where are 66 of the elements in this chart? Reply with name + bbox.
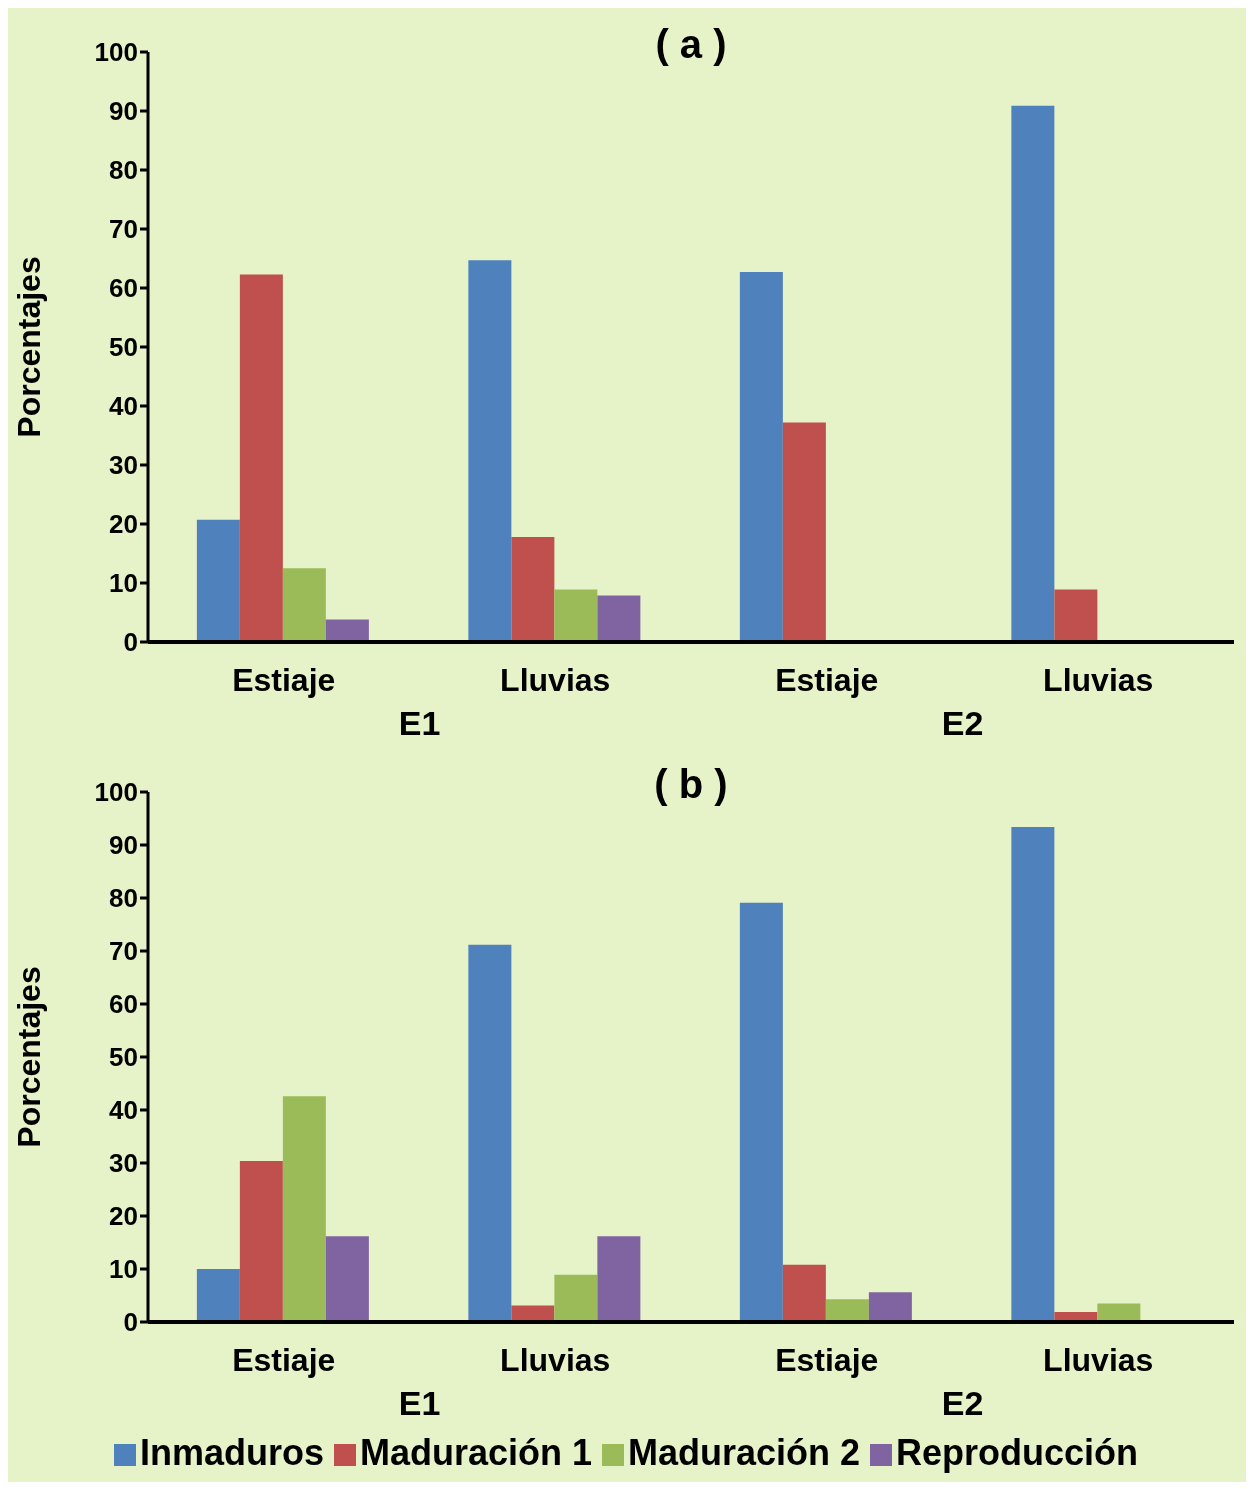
x-tick-label: Estiaje — [232, 661, 336, 698]
text: E1 — [397, 1384, 442, 1423]
y-tick-label: 40 — [109, 391, 138, 422]
bar — [1097, 1303, 1141, 1322]
bar — [239, 1160, 283, 1322]
x-tick-label: Lluvias — [1043, 1341, 1154, 1378]
chart-title: ( a ) — [654, 22, 728, 67]
y-tick-label: 30 — [109, 450, 138, 481]
x-tick-label: Estiaje — [232, 1341, 336, 1378]
bar — [825, 1299, 869, 1322]
bar — [597, 595, 641, 642]
y-tick-label: 10 — [109, 1254, 138, 1285]
bar — [325, 1236, 369, 1322]
bar — [511, 536, 555, 642]
y-tick-label: 70 — [109, 936, 138, 967]
legend-label: Inmaduros — [139, 1432, 324, 1473]
bar — [282, 568, 326, 642]
bar — [782, 1264, 826, 1322]
bar — [739, 902, 783, 1322]
y-tick-label: 60 — [109, 989, 138, 1020]
y-tick-label: 30 — [109, 1148, 138, 1179]
y-tick-label: 0 — [123, 1307, 138, 1338]
bar — [1011, 826, 1055, 1322]
y-tick-label: 10 — [109, 568, 138, 599]
y-tick-label: 100 — [94, 37, 138, 68]
bar — [597, 1236, 641, 1322]
bar — [196, 1269, 240, 1322]
y-axis-title: Porcentajes — [11, 256, 48, 438]
bar — [868, 1292, 912, 1322]
x-tick-label: Estiaje — [775, 661, 879, 698]
legend-label: Maduración 1 — [359, 1432, 592, 1473]
bar — [554, 1274, 598, 1322]
y-tick-label: 40 — [109, 1095, 138, 1126]
x-tick-label: Lluvias — [1043, 661, 1154, 698]
text: E2 — [940, 1384, 985, 1423]
y-tick-label: 20 — [109, 509, 138, 540]
chart-title: ( b ) — [653, 762, 729, 807]
y-tick-label: 80 — [109, 883, 138, 914]
bar — [239, 274, 283, 642]
legend-label: Reproducción — [896, 1432, 1139, 1473]
text: E2 — [940, 704, 985, 743]
bar — [739, 272, 783, 642]
y-tick-label: 50 — [109, 1042, 138, 1073]
y-tick-label: 20 — [109, 1201, 138, 1232]
y-tick-label: 0 — [123, 627, 138, 658]
bar — [1011, 105, 1055, 642]
bar — [468, 944, 512, 1322]
y-axis-title: Porcentajes — [11, 966, 48, 1148]
y-tick-label: 70 — [109, 214, 138, 245]
text: E1 — [397, 704, 442, 743]
bar — [468, 260, 512, 642]
x-tick-label: Estiaje — [775, 1341, 879, 1378]
y-tick-label: 90 — [109, 96, 138, 127]
y-tick-label: 90 — [109, 830, 138, 861]
y-tick-label: 60 — [109, 273, 138, 304]
legend-label: Maduración 2 — [628, 1432, 861, 1473]
bar — [554, 589, 598, 642]
x-tick-label: Lluvias — [500, 1341, 611, 1378]
y-tick-label: 100 — [94, 777, 138, 808]
bar — [196, 519, 240, 642]
bar — [782, 422, 826, 642]
y-tick-label: 80 — [109, 155, 138, 186]
x-tick-label: Lluvias — [500, 661, 611, 698]
bar — [1054, 589, 1098, 642]
y-tick-label: 50 — [109, 332, 138, 363]
bar — [282, 1096, 326, 1322]
